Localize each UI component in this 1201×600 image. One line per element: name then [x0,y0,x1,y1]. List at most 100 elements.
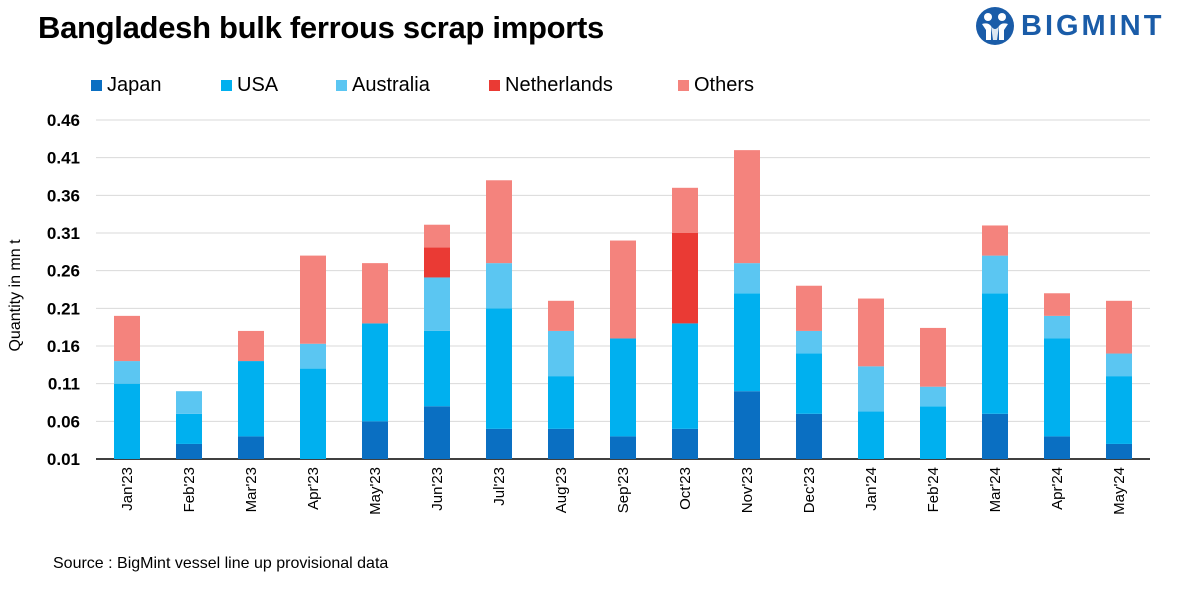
legend-swatch-japan [91,80,102,91]
y-tick-label: 0.31 [47,224,80,243]
bar-segment-others [362,263,388,324]
logo-text: BIGMINT [1021,9,1165,42]
bar-segment-australia [424,277,450,331]
legend-label-australia: Australia [352,74,430,96]
bar-segment-usa [238,361,264,437]
bar-segment-usa [920,406,946,459]
x-tick-label: Jul'23 [491,467,508,506]
y-tick-label: 0.41 [47,149,80,168]
x-tick-label: May'24 [1111,467,1128,515]
bar-segment-others [486,180,512,264]
y-tick-label: 0.26 [47,262,80,281]
y-tick-label: 0.16 [47,337,80,356]
bar-segment-australia [1044,315,1070,339]
bar-segment-japan [796,413,822,459]
bar-segment-others [114,315,140,362]
bar-segment-japan [1044,436,1070,459]
bar-segment-japan [672,428,698,459]
x-tick-label: Jan'24 [863,467,880,511]
y-tick-label: 0.21 [47,299,80,318]
legend-label-others: Others [694,74,755,96]
bar-segment-others [548,300,574,331]
bar-segment-usa [734,293,760,392]
bar-segment-usa [362,323,388,422]
y-tick-label: 0.46 [47,111,80,130]
y-tick-label: 0.36 [47,186,80,205]
brand-logo: BIGMINT [975,4,1164,48]
legend-item-japan: Japan [91,74,162,97]
y-tick-label: 0.11 [48,375,80,394]
bar-segment-australia [114,361,140,384]
bar-segment-usa [1044,338,1070,437]
bar-segment-japan [486,428,512,459]
legend-label-netherlands: Netherlands [505,74,613,96]
bar-segment-usa [176,413,202,444]
y-tick-label: 0.06 [47,412,80,431]
legend-item-australia: Australia [336,74,430,97]
bar-segment-japan [734,391,760,459]
bar-segment-japan [548,428,574,459]
x-tick-label: Apr'24 [1049,467,1066,510]
x-tick-label: Jan'23 [119,467,136,511]
x-tick-label: Oct'23 [677,467,694,510]
bar-segment-netherlands [672,233,698,324]
x-tick-label: Feb'24 [925,467,942,512]
y-tick-label: 0.01 [47,450,80,469]
bar-segment-australia [486,263,512,309]
legend-swatch-netherlands [489,80,500,91]
bar-segment-japan [176,443,202,459]
bar-segment-usa [672,323,698,429]
bar-segment-australia [300,343,326,369]
x-tick-label: Dec'23 [801,467,818,513]
bar-segment-australia [858,366,884,412]
source-note: Source : BigMint vessel line up provisio… [53,555,389,572]
bar-segment-japan [982,413,1008,459]
bar-segment-japan [1106,443,1132,459]
bar-segment-usa [486,308,512,429]
bar-segment-usa [796,353,822,414]
y-axis-title: Quantity in mn t [7,239,24,352]
bar-segment-others [920,327,946,387]
bar-segment-usa [1106,376,1132,444]
bar-segment-netherlands [424,247,450,278]
bar-segment-others [734,150,760,264]
bar-segment-others [858,298,884,367]
bar-segment-japan [424,406,450,459]
legend-item-usa: USA [221,74,278,97]
x-tick-label: May'23 [367,467,384,515]
bar-segment-australia [548,330,574,377]
bar-segment-japan [362,421,388,459]
legend-label-usa: USA [237,74,279,96]
x-tick-label: Mar'23 [243,467,260,512]
bar-segment-others [300,255,326,344]
bar-segment-usa [424,330,450,407]
x-tick-label: Aug'23 [553,467,570,513]
bar-segment-australia [982,255,1008,294]
bar-segment-others [672,187,698,233]
bigmint-logo-icon [976,7,1014,45]
bar-segment-australia [1106,353,1132,377]
bar-segment-others [424,224,450,248]
bar-segment-australia [796,330,822,354]
x-tick-label: Sep'23 [615,467,632,513]
legend-swatch-others [678,80,689,91]
x-tick-label: Jun'23 [429,467,446,511]
x-tick-label: Nov'23 [739,467,756,513]
legend-swatch-usa [221,80,232,91]
x-tick-label: Apr'23 [305,467,322,510]
bar-segment-usa [610,338,636,437]
x-tick-label: Feb'23 [181,467,198,512]
bar-segment-japan [610,436,636,459]
bar-segment-japan [238,436,264,459]
legend-item-netherlands: Netherlands [489,74,613,97]
bar-segment-others [238,330,264,362]
legend-item-others: Others [678,74,754,97]
bar-segment-others [1044,293,1070,316]
bar-segment-usa [982,293,1008,414]
bar-segment-others [796,285,822,331]
x-tick-label: Mar'24 [987,467,1004,512]
bar-segment-usa [114,383,140,459]
bar-segment-usa [300,368,326,459]
bar-segment-others [610,240,636,339]
